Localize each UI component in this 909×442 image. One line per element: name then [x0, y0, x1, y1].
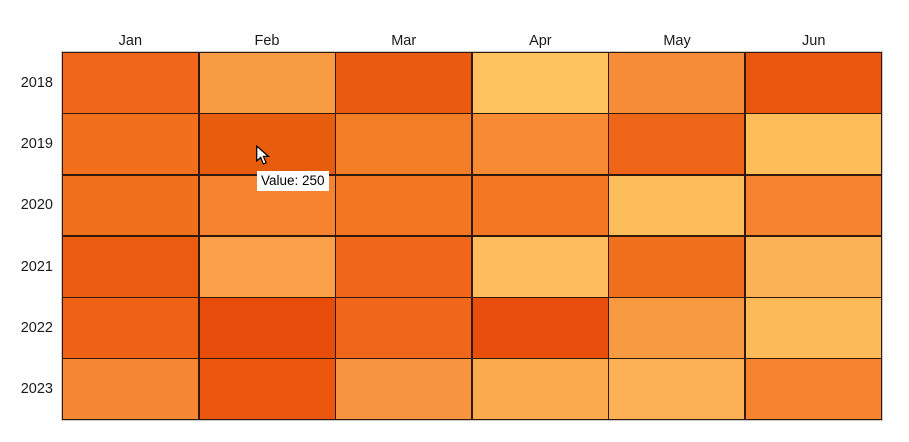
column-header-jan: Jan	[118, 33, 143, 49]
heatmap-cell-2019-may[interactable]	[609, 114, 745, 174]
row-label-2019: 2019	[20, 135, 53, 152]
heatmap-cell-2021-apr[interactable]	[472, 236, 608, 297]
heatmap-cell-2021-jan[interactable]	[63, 236, 199, 297]
cursor-arrow-icon	[256, 145, 271, 165]
heatmap-cell-2023-mar[interactable]	[336, 359, 472, 419]
heatmap-cell-2018-jan[interactable]	[63, 53, 199, 113]
heatmap-cell-2021-mar[interactable]	[336, 236, 472, 297]
heatmap-cell-2021-jun[interactable]	[745, 236, 881, 297]
row-label-2018: 2018	[20, 74, 53, 91]
heatmap-grid	[61, 51, 883, 421]
heatmap-cell-2023-jun[interactable]	[745, 359, 881, 419]
heatmap-cell-2023-may[interactable]	[609, 359, 745, 419]
heatmap-cell-2018-mar[interactable]	[336, 53, 472, 113]
heatmap-cell-2022-jan[interactable]	[63, 298, 199, 358]
heatmap-cell-2020-may[interactable]	[609, 175, 745, 236]
heatmap-cell-2019-feb[interactable]	[199, 114, 335, 174]
column-headers: Jan Feb Mar Apr May Jun	[62, 32, 882, 50]
heatmap-cell-2022-may[interactable]	[609, 298, 745, 358]
heatmap-cell-2022-mar[interactable]	[336, 298, 472, 358]
column-header-apr: Apr	[529, 33, 552, 49]
heatmap-cell-2020-apr[interactable]	[472, 175, 608, 236]
row-label-2023: 2023	[20, 381, 53, 398]
column-header-feb: Feb	[254, 33, 280, 49]
heatmap-cell-2018-feb[interactable]	[199, 53, 335, 113]
heatmap-cell-2019-apr[interactable]	[472, 114, 608, 174]
heatmap-cell-2020-mar[interactable]	[336, 175, 472, 236]
heatmap-cell-2019-jun[interactable]	[745, 114, 881, 174]
heatmap-cell-2022-feb[interactable]	[199, 298, 335, 358]
heatmap-cell-2019-jan[interactable]	[63, 114, 199, 174]
heatmap-cell-2023-jan[interactable]	[63, 359, 199, 419]
heatmap-cell-2023-feb[interactable]	[199, 359, 335, 419]
column-header-jun: Jun	[802, 33, 826, 49]
row-labels: 2018 2019 2020 2021 2022 2023	[0, 52, 57, 420]
row-label-2021: 2021	[20, 258, 53, 275]
heatmap-cell-2018-jun[interactable]	[745, 53, 881, 113]
heatmap-cell-2018-may[interactable]	[609, 53, 745, 113]
column-header-mar: Mar	[391, 33, 417, 49]
heatmap-cell-2022-apr[interactable]	[472, 298, 608, 358]
heatmap-cell-2018-apr[interactable]	[472, 53, 608, 113]
heatmap-cell-2023-apr[interactable]	[472, 359, 608, 419]
heatmap-cell-2020-jan[interactable]	[63, 175, 199, 236]
heatmap-cell-2019-mar[interactable]	[336, 114, 472, 174]
heatmap-cell-2021-may[interactable]	[609, 236, 745, 297]
column-header-may: May	[663, 33, 691, 49]
row-label-2020: 2020	[20, 197, 53, 214]
heatmap-cell-2020-jun[interactable]	[745, 175, 881, 236]
heatmap-cell-2022-jun[interactable]	[745, 298, 881, 358]
row-label-2022: 2022	[20, 319, 53, 336]
heatmap-cell-2021-feb[interactable]	[199, 236, 335, 297]
tooltip: Value: 250	[257, 171, 329, 191]
